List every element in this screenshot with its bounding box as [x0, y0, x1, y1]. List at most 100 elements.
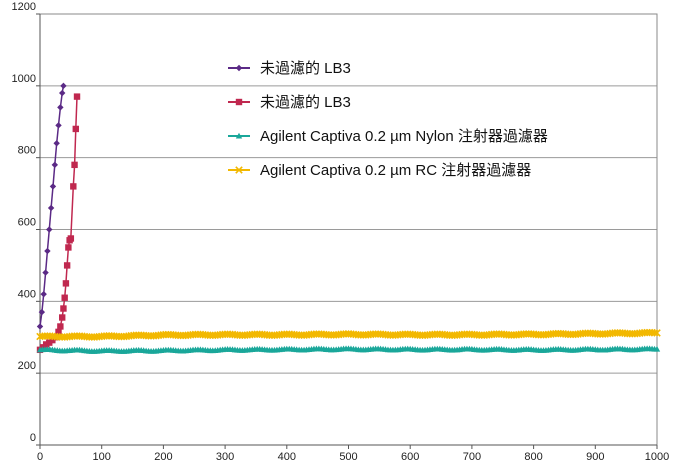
x-marker-stroke: [512, 331, 521, 339]
x-marker-stroke: [184, 331, 192, 339]
x-marker-stroke: [453, 331, 461, 339]
x-marker-stroke: [305, 330, 313, 339]
x-tick-label: 600: [401, 451, 419, 463]
x-marker-stroke: [36, 332, 44, 341]
data-point: [55, 122, 62, 129]
x-marker-stroke: [334, 330, 343, 339]
x-marker-stroke: [426, 330, 434, 339]
y-tick-label: 1200: [12, 1, 36, 13]
legend: 未過濾的 LB3 未過濾的 LB3 Agilent Captiva 0.2 µm N…: [228, 60, 548, 179]
x-marker-stroke: [633, 329, 642, 338]
x-marker-stroke: [576, 330, 585, 338]
data-point: [62, 280, 70, 287]
legend-item-1: 未過濾的 LB3: [228, 60, 351, 77]
tick-labels: 0 200 400 600 800 1000 1200 0 100 200 300 400 500 600…: [12, 1, 670, 463]
y-tick-label: 0: [30, 432, 36, 444]
series-line: [39, 85, 65, 327]
data-point: [650, 329, 659, 337]
x-marker-stroke: [95, 332, 103, 341]
legend-swatch-marker: [235, 132, 243, 139]
x-marker-stroke: [246, 331, 254, 339]
x-marker-stroke: [653, 329, 661, 337]
x-marker-stroke: [125, 332, 133, 340]
data-point: [653, 329, 661, 337]
x-marker-stroke: [273, 331, 281, 339]
series-3: [36, 345, 661, 354]
axes: [36, 13, 658, 449]
data-point: [38, 308, 46, 316]
x-marker-stroke: [482, 331, 491, 339]
series-1: [36, 82, 67, 330]
y-tick-label: 1000: [12, 73, 36, 85]
data-point: [73, 93, 81, 100]
x-tick-label: 800: [524, 451, 542, 463]
y-tick-label: 200: [18, 360, 36, 372]
x-marker-stroke: [213, 331, 222, 339]
x-marker-stroke: [547, 330, 555, 338]
data-point: [67, 235, 75, 242]
y-tick-label: 400: [18, 288, 36, 300]
data-point: [44, 247, 51, 255]
legend-label: Agilent Captiva 0.2 µm Nylon 注射器過濾器: [260, 128, 548, 145]
x-marker-stroke: [574, 330, 582, 338]
legend-swatch-marker: [235, 64, 243, 72]
x-marker-stroke: [364, 330, 373, 339]
data-point: [57, 323, 64, 330]
x-marker-stroke: [362, 331, 370, 339]
x-marker-stroke: [216, 330, 224, 339]
x-marker-stroke: [544, 330, 553, 339]
x-marker-stroke: [241, 331, 249, 340]
x-tick-label: 400: [278, 451, 296, 463]
x-marker-stroke: [65, 332, 74, 341]
data-point: [72, 125, 79, 133]
data-point: [60, 82, 67, 90]
x-marker-stroke: [186, 331, 195, 339]
x-marker-stroke: [211, 331, 219, 340]
x-tick-label: 0: [37, 451, 43, 463]
data-point: [71, 161, 78, 169]
x-marker-stroke: [394, 331, 402, 339]
x-marker-stroke: [635, 329, 644, 337]
data-point: [47, 204, 55, 212]
series-4: [36, 328, 661, 341]
x-marker-stroke: [63, 333, 71, 341]
y-tick-label: 800: [18, 145, 36, 157]
legend-item-3: Agilent Captiva 0.2 µm Nylon 注射器過濾器: [228, 128, 548, 145]
x-tick-label: 500: [339, 451, 357, 463]
data-point: [60, 305, 67, 312]
x-marker-stroke: [243, 331, 252, 339]
x-marker-stroke: [606, 329, 614, 338]
data-point: [46, 226, 53, 233]
x-marker-stroke: [542, 330, 550, 339]
legend-swatch-marker: [235, 166, 243, 174]
series-layer: [36, 82, 661, 354]
x-tick-label: 100: [93, 451, 111, 463]
x-tick-label: 1000: [645, 451, 669, 463]
legend-item-2: 未過濾的 LB3: [228, 94, 351, 111]
x-marker-stroke: [391, 331, 400, 339]
data-point: [70, 183, 77, 190]
x-marker-stroke: [60, 333, 69, 341]
legend-label: 未過濾的 LB3: [260, 94, 351, 111]
x-marker-stroke: [455, 331, 464, 339]
data-point: [65, 244, 72, 251]
x-marker-stroke: [154, 331, 163, 340]
x-marker-stroke: [157, 331, 165, 339]
x-marker-stroke: [152, 331, 160, 340]
x-marker-stroke: [275, 331, 284, 339]
data-point: [40, 290, 47, 298]
x-marker-stroke: [92, 333, 101, 341]
data-point: [36, 323, 44, 330]
x-marker-stroke: [601, 330, 609, 338]
x-marker-stroke: [332, 331, 340, 339]
data-point: [53, 140, 60, 147]
x-tick-label: 200: [154, 451, 172, 463]
x-marker-stroke: [149, 332, 158, 340]
x-tick-label: 900: [586, 451, 604, 463]
data-point: [51, 161, 59, 169]
data-point: [59, 89, 66, 97]
legend-swatch-marker: [235, 98, 243, 106]
x-marker-stroke: [127, 331, 136, 340]
x-marker-stroke: [485, 330, 493, 339]
